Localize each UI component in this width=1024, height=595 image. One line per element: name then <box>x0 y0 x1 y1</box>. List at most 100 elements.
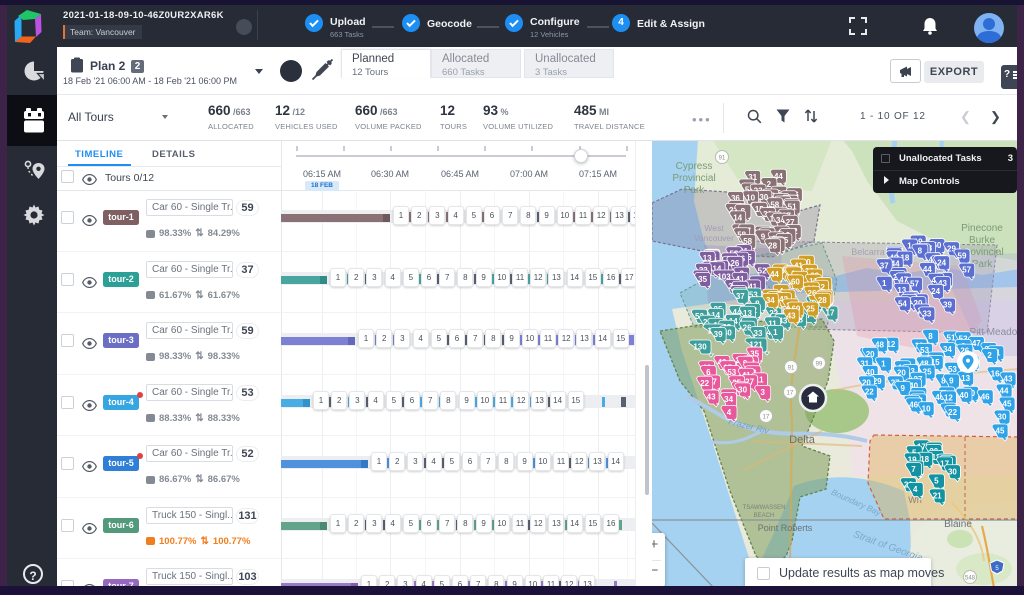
svg-text:5: 5 <box>995 566 999 572</box>
svg-text:130: 130 <box>693 343 707 352</box>
svg-text:58: 58 <box>770 200 779 209</box>
svg-text:47: 47 <box>972 339 981 348</box>
svg-text:29: 29 <box>947 244 956 253</box>
svg-text:45: 45 <box>1003 400 1012 409</box>
svg-text:39: 39 <box>943 301 952 310</box>
svg-text:10: 10 <box>746 193 755 202</box>
svg-text:52: 52 <box>816 283 825 292</box>
svg-text:3: 3 <box>760 388 765 397</box>
svg-text:21: 21 <box>703 318 712 327</box>
svg-text:47: 47 <box>899 276 908 285</box>
svg-text:Park: Park <box>972 259 994 270</box>
svg-text:20: 20 <box>866 350 875 359</box>
svg-text:30: 30 <box>998 413 1007 422</box>
svg-text:43: 43 <box>778 317 787 326</box>
svg-text:46: 46 <box>935 393 944 402</box>
svg-text:9: 9 <box>900 384 905 393</box>
svg-text:10: 10 <box>922 404 931 413</box>
svg-text:53: 53 <box>749 291 758 300</box>
svg-text:91: 91 <box>788 366 795 372</box>
svg-text:5: 5 <box>934 477 939 486</box>
svg-text:Wh: Wh <box>908 495 922 505</box>
svg-text:24: 24 <box>937 258 946 267</box>
svg-text:17: 17 <box>787 391 794 397</box>
svg-text:1: 1 <box>773 328 778 337</box>
svg-text:27: 27 <box>786 218 795 227</box>
svg-text:31: 31 <box>860 360 869 369</box>
svg-text:11: 11 <box>755 376 764 385</box>
svg-text:14: 14 <box>711 311 720 320</box>
svg-text:Blaine: Blaine <box>944 519 972 530</box>
svg-text:103: 103 <box>717 273 731 282</box>
svg-text:9: 9 <box>761 233 766 242</box>
svg-text:West: West <box>704 223 724 233</box>
svg-text:35: 35 <box>698 275 707 284</box>
svg-text:30: 30 <box>759 193 768 202</box>
svg-text:57: 57 <box>962 266 971 275</box>
svg-text:1: 1 <box>907 242 912 251</box>
svg-text:2: 2 <box>767 180 772 189</box>
svg-text:91: 91 <box>719 156 726 162</box>
svg-text:43: 43 <box>707 393 716 402</box>
svg-text:26: 26 <box>730 259 739 268</box>
svg-text:13: 13 <box>743 309 752 318</box>
svg-text:44: 44 <box>774 172 783 181</box>
svg-text:40: 40 <box>723 328 732 337</box>
svg-text:26: 26 <box>808 289 817 298</box>
svg-text:Pinecone: Pinecone <box>961 223 1003 234</box>
svg-text:22: 22 <box>948 408 957 417</box>
svg-text:41: 41 <box>736 275 745 284</box>
svg-text:TSAWWASSEN: TSAWWASSEN <box>743 505 786 511</box>
svg-text:13: 13 <box>961 374 970 383</box>
svg-text:44: 44 <box>891 260 900 269</box>
svg-text:60: 60 <box>791 278 800 287</box>
svg-text:4: 4 <box>913 485 918 494</box>
svg-text:16: 16 <box>991 369 1000 378</box>
svg-text:21: 21 <box>933 492 942 501</box>
svg-text:30: 30 <box>738 386 747 395</box>
svg-text:48: 48 <box>875 340 884 349</box>
svg-text:24: 24 <box>931 287 940 296</box>
svg-text:4: 4 <box>727 408 732 417</box>
svg-text:22: 22 <box>729 206 738 215</box>
svg-text:2: 2 <box>987 351 992 360</box>
svg-text:Pitt Meadow: Pitt Meadow <box>969 327 1017 338</box>
svg-text:44: 44 <box>770 270 779 279</box>
svg-text:45: 45 <box>996 427 1005 436</box>
svg-text:33: 33 <box>922 310 931 319</box>
svg-text:11: 11 <box>768 320 777 329</box>
svg-text:37: 37 <box>736 292 745 301</box>
svg-text:34: 34 <box>776 216 785 225</box>
svg-text:Point Roberts: Point Roberts <box>758 523 813 533</box>
svg-text:17: 17 <box>940 460 949 469</box>
svg-text:51: 51 <box>788 203 797 212</box>
svg-text:20: 20 <box>862 379 871 388</box>
svg-text:34: 34 <box>724 395 733 404</box>
svg-text:18: 18 <box>900 254 909 263</box>
svg-text:51: 51 <box>947 334 956 343</box>
svg-text:37: 37 <box>880 261 889 270</box>
svg-text:53: 53 <box>948 365 957 374</box>
svg-text:13: 13 <box>897 286 906 295</box>
svg-text:46: 46 <box>909 401 918 410</box>
svg-text:Belcarra: Belcarra <box>851 247 885 257</box>
svg-text:6: 6 <box>706 368 711 377</box>
svg-text:44: 44 <box>923 265 932 274</box>
svg-text:14: 14 <box>733 214 742 223</box>
svg-text:34: 34 <box>766 296 775 305</box>
svg-text:29: 29 <box>873 377 882 386</box>
svg-text:44: 44 <box>733 308 742 317</box>
svg-text:43: 43 <box>1004 375 1013 384</box>
svg-text:30: 30 <box>948 467 957 476</box>
svg-text:BEACH: BEACH <box>754 513 775 519</box>
svg-text:Provincial: Provincial <box>960 247 1003 258</box>
svg-text:17: 17 <box>826 309 835 318</box>
svg-text:27: 27 <box>745 377 754 386</box>
svg-text:14: 14 <box>712 264 721 273</box>
svg-text:26: 26 <box>960 347 969 356</box>
svg-text:7: 7 <box>911 465 916 474</box>
svg-text:11: 11 <box>932 453 941 462</box>
svg-text:Burke: Burke <box>969 235 996 246</box>
svg-text:25: 25 <box>806 305 815 314</box>
svg-text:50: 50 <box>932 241 941 250</box>
